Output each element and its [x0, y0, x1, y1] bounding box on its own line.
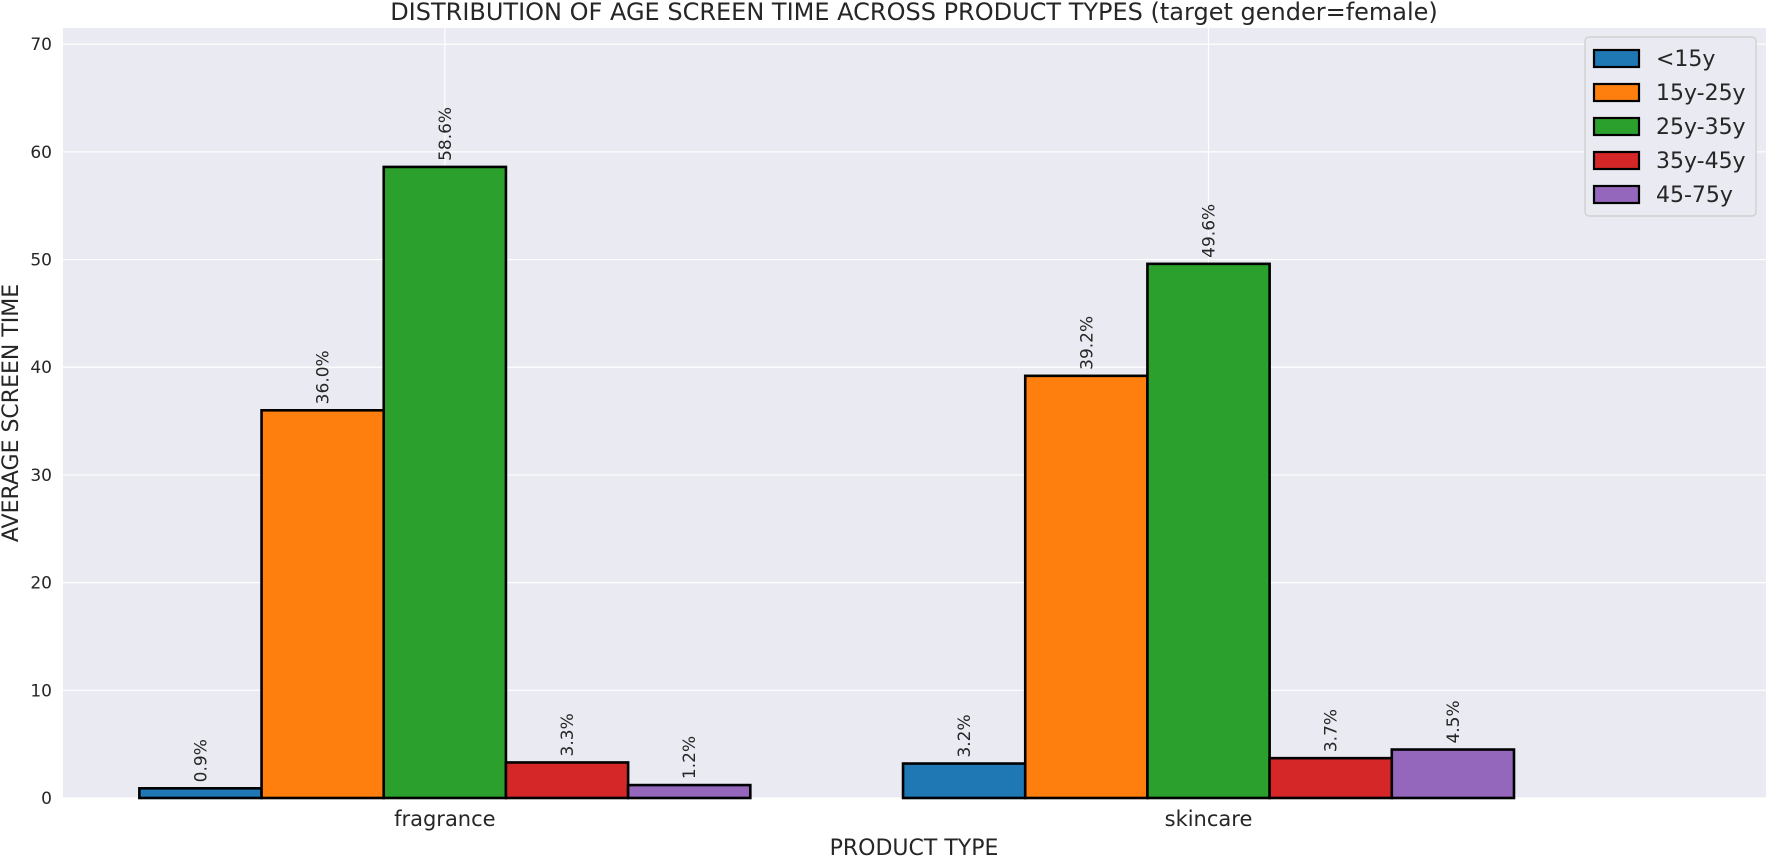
- y-tick-label: 40: [30, 358, 52, 378]
- y-tick-label: 70: [30, 35, 52, 55]
- legend-label: <15y: [1656, 47, 1715, 72]
- bar-value-label: 39.2%: [1077, 316, 1097, 370]
- legend-swatch: [1592, 184, 1641, 205]
- bar: [1268, 756, 1394, 800]
- y-tick-label: 10: [30, 681, 52, 701]
- bar-value-label: 4.5%: [1444, 700, 1464, 743]
- bar-value-label: 58.6%: [436, 107, 456, 161]
- bar: [504, 761, 630, 800]
- bar: [1146, 262, 1271, 800]
- legend: <15y 15y-25y 25y-35y 35y-45y 45-75y: [1584, 36, 1757, 217]
- bar-value-labels: 0.9% 3.2% 36.0% 39.2% 58.6% 49.6% 3.3% 3.7% 1.2%…: [191, 107, 1463, 782]
- bar-value-label: 3.3%: [558, 713, 578, 756]
- y-axis-label: AVERAGE SCREEN TIME: [0, 284, 24, 542]
- legend-swatch: [1592, 150, 1641, 171]
- bar: [138, 787, 263, 800]
- y-tick-label: 0: [41, 789, 52, 809]
- bar-value-label: 1.2%: [680, 736, 700, 779]
- legend-swatch: [1592, 82, 1641, 103]
- y-tick-label: 50: [30, 251, 52, 271]
- y-tick-label: 20: [30, 574, 52, 594]
- bar: [382, 165, 508, 800]
- bar-value-label: 49.6%: [1200, 204, 1220, 258]
- legend-frame: [1584, 36, 1757, 217]
- x-tick-label: skincare: [1165, 807, 1253, 831]
- x-axis-label: PRODUCT TYPE: [830, 836, 999, 859]
- bar-value-label: 0.9%: [191, 739, 211, 782]
- bar-value-label: 3.7%: [1322, 709, 1342, 752]
- x-tick-labels: fragrance skincare: [394, 807, 1252, 831]
- bar: [901, 762, 1027, 800]
- legend-label: 45-75y: [1656, 183, 1733, 208]
- bar-value-label: 36.0%: [314, 350, 334, 404]
- legend-swatch: [1592, 48, 1641, 69]
- bars: [138, 165, 1516, 800]
- y-tick-label: 30: [30, 466, 52, 486]
- legend-label: 35y-45y: [1656, 149, 1746, 174]
- legend-swatch: [1592, 116, 1641, 137]
- legend-label: 15y-25y: [1656, 81, 1746, 106]
- bar-value-label: 3.2%: [955, 714, 975, 757]
- y-tick-labels: 0 10 20 30 40 50 60 70: [30, 35, 52, 809]
- bar: [1023, 374, 1149, 800]
- bar: [1390, 748, 1516, 800]
- bar: [626, 783, 752, 800]
- x-tick-label: fragrance: [394, 807, 496, 831]
- legend-label: 25y-35y: [1656, 115, 1746, 140]
- bar: [260, 409, 386, 800]
- y-tick-label: 60: [30, 143, 52, 163]
- chart-title: DISTRIBUTION OF AGE SCREEN TIME ACROSS P…: [390, 0, 1438, 26]
